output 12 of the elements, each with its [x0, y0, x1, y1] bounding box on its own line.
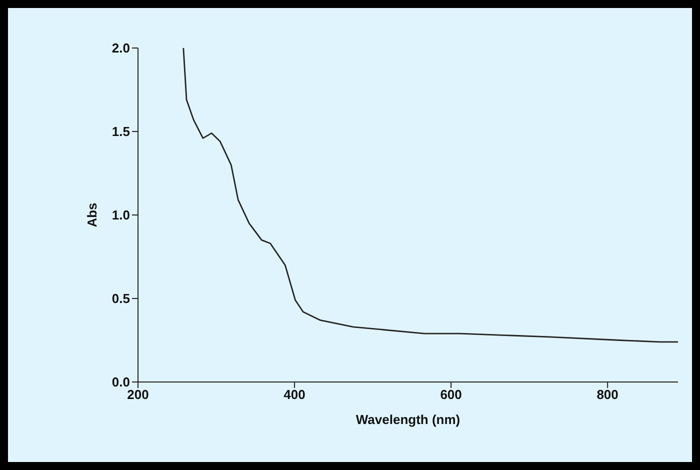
x-tick-label: 800 — [596, 387, 618, 402]
x-axis-title: Wavelength (nm) — [356, 412, 460, 427]
y-tick-label: 0.0 — [112, 374, 130, 390]
y-tick-label: 0.5 — [112, 291, 130, 306]
x-tick-label: 600 — [440, 387, 462, 402]
x-tick-label: 200 — [127, 387, 149, 402]
y-axis-title: Abs — [84, 202, 100, 228]
y-tick-label: 1.5 — [112, 124, 130, 140]
line-series — [182, 48, 678, 343]
y-tick-label: 2.0 — [112, 40, 130, 56]
x-tick-label: 400 — [284, 387, 306, 402]
y-tick-label: 1.0 — [112, 208, 130, 223]
